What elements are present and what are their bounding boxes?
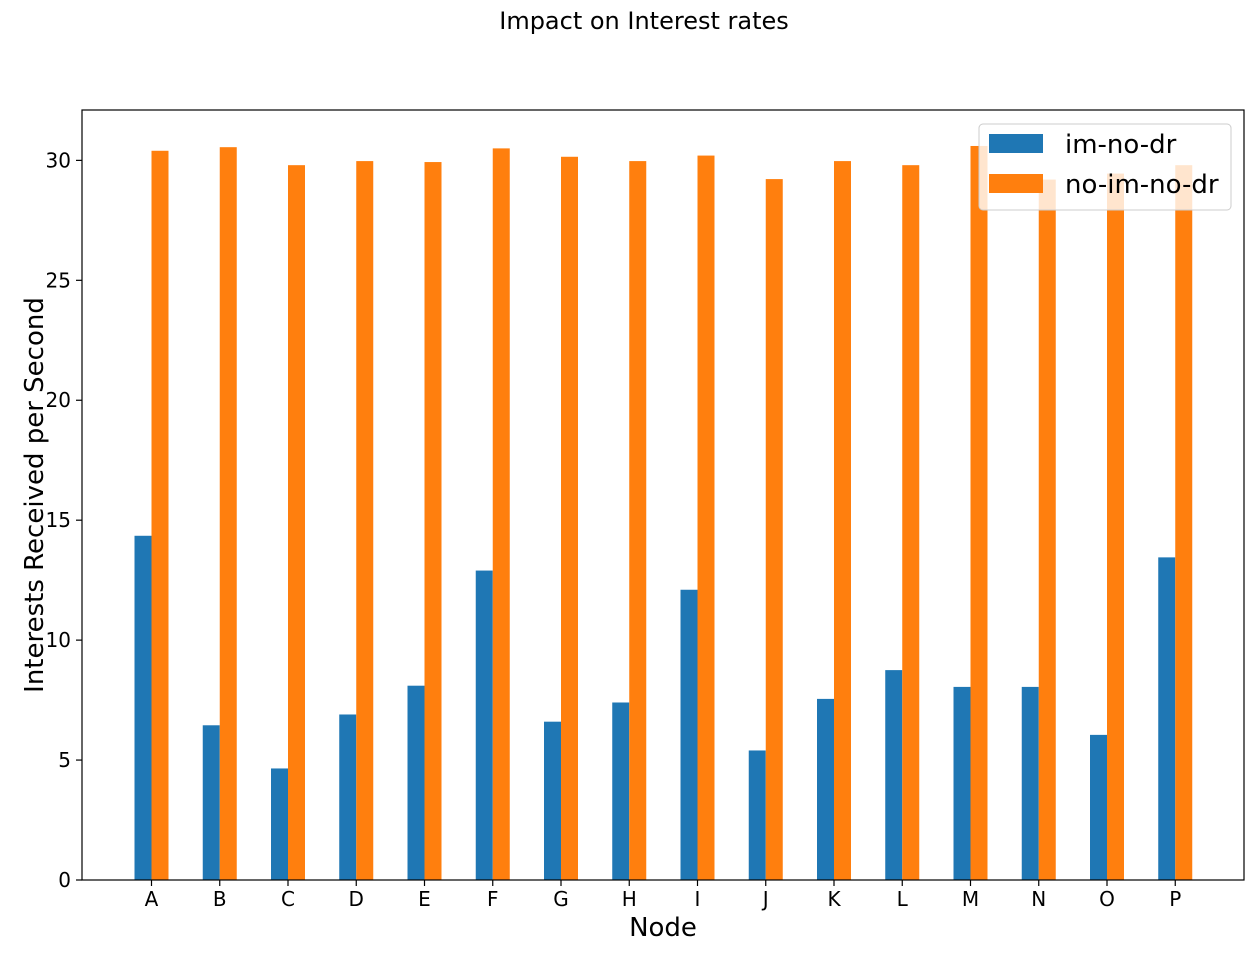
x-tick-label: P <box>1169 887 1181 911</box>
x-tick-label: J <box>761 887 769 911</box>
x-tick-label: B <box>213 887 227 911</box>
bar-no-im-no-dr-N <box>1038 179 1056 881</box>
bar-no-im-no-dr-D <box>356 161 374 881</box>
bar-im-no-dr-L <box>885 670 903 880</box>
bar-im-no-dr-C <box>271 768 288 880</box>
x-axis: A B C D E F G H I J K L M N O P <box>145 880 1181 911</box>
x-axis-title: Node <box>629 913 697 943</box>
bar-no-im-no-dr-K <box>834 161 851 881</box>
legend-swatch-im-no-dr <box>989 134 1043 153</box>
bar-no-im-no-dr-I <box>697 155 715 881</box>
y-tick-label: 10 <box>46 628 71 652</box>
bar-im-no-dr-M <box>953 686 971 880</box>
bar-no-im-no-dr-A <box>151 150 169 880</box>
bar-im-no-dr-N <box>1021 686 1039 880</box>
legend-swatch-no-im-no-dr <box>989 174 1043 193</box>
legend-label-no-im-no-dr: no-im-no-dr <box>1065 170 1219 200</box>
y-tick-label: 15 <box>46 508 71 532</box>
bar-im-no-dr-B <box>202 725 220 880</box>
legend: im-no-dr no-im-no-dr <box>978 123 1232 211</box>
x-tick-label: D <box>349 887 364 911</box>
x-tick-label: K <box>827 887 841 911</box>
y-tick-label: 5 <box>58 748 71 772</box>
y-tick-label: 25 <box>46 268 71 292</box>
y-tick-label: 30 <box>46 148 71 172</box>
bar-no-im-no-dr-M <box>970 145 988 880</box>
x-tick-label: L <box>897 887 909 911</box>
bar-im-no-dr-F <box>475 570 493 880</box>
bars-group <box>134 145 1193 881</box>
x-tick-label: G <box>553 887 569 911</box>
bar-im-no-dr-K <box>817 698 834 880</box>
plot-frame <box>81 109 1245 881</box>
bar-im-no-dr-G <box>544 721 561 880</box>
bar-im-no-dr-H <box>612 702 630 880</box>
bar-im-no-dr-E <box>407 685 425 880</box>
bar-no-im-no-dr-L <box>902 165 920 881</box>
bar-no-im-no-dr-H <box>629 161 647 881</box>
x-tick-label: M <box>962 887 979 911</box>
bar-im-no-dr-O <box>1090 734 1107 880</box>
x-tick-label: F <box>487 887 499 911</box>
x-tick-label: H <box>622 887 637 911</box>
x-tick-label: E <box>418 887 431 911</box>
x-tick-label: C <box>281 887 295 911</box>
legend-label-im-no-dr: im-no-dr <box>1065 130 1177 160</box>
x-tick-label: O <box>1099 887 1115 911</box>
bar-im-no-dr-I <box>680 589 698 880</box>
bar-no-im-no-dr-C <box>288 165 305 881</box>
bar-no-im-no-dr-E <box>424 162 442 880</box>
bar-im-no-dr-A <box>134 535 152 880</box>
x-tick-label: A <box>145 887 159 911</box>
y-tick-label: 20 <box>46 388 71 412</box>
bar-im-no-dr-P <box>1158 557 1176 880</box>
bar-no-im-no-dr-G <box>561 156 578 880</box>
x-tick-label: N <box>1031 887 1046 911</box>
bar-no-im-no-dr-O <box>1107 173 1124 881</box>
y-axis: 0 5 10 15 20 25 30 <box>46 148 82 892</box>
bar-no-im-no-dr-B <box>219 147 237 881</box>
x-tick-label: I <box>695 887 701 911</box>
y-axis-title: Interests Received per Second <box>20 297 50 693</box>
bar-no-im-no-dr-J <box>765 179 783 880</box>
bar-im-no-dr-D <box>339 714 357 880</box>
y-tick-label: 0 <box>58 868 71 892</box>
chart-title: Impact on Interest rates <box>499 7 789 35</box>
bar-im-no-dr-J <box>748 750 766 880</box>
bar-no-im-no-dr-P <box>1175 165 1193 881</box>
bar-no-im-no-dr-F <box>492 148 510 880</box>
